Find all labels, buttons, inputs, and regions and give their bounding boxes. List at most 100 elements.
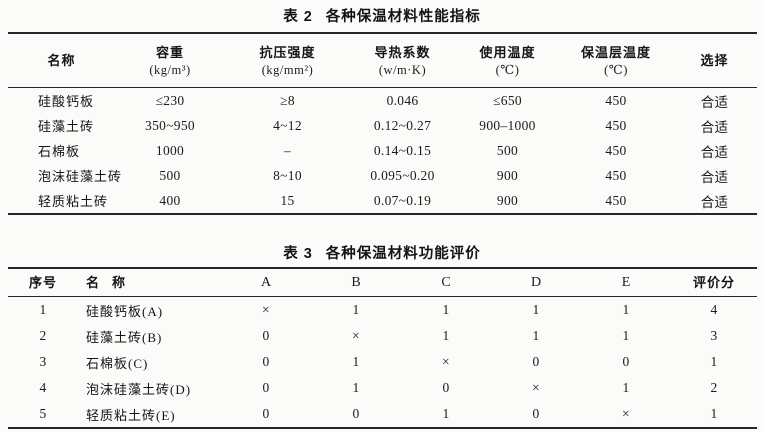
table-cell: × bbox=[442, 354, 450, 369]
table-cell: 350~950 bbox=[145, 117, 195, 133]
table3-col-d: D bbox=[491, 268, 581, 297]
table-cell: × bbox=[532, 380, 540, 395]
table-cell: 轻质粘土砖(E) bbox=[86, 407, 176, 423]
col-label: C bbox=[441, 274, 451, 290]
table2-title-label: 表 2 bbox=[283, 9, 313, 25]
col-label: B bbox=[351, 274, 361, 290]
table3-col-b: B bbox=[311, 268, 401, 297]
table-cell: ≥8 bbox=[280, 92, 295, 108]
table-cell: 400 bbox=[159, 192, 181, 208]
table-cell: 合适 bbox=[700, 144, 729, 160]
col-unit: (℃) bbox=[495, 62, 520, 77]
table2-body: 硅酸钙板 ≤230 ≥8 0.046 ≤650 450 合适 硅藻土砖 350~… bbox=[8, 88, 757, 215]
table-cell: 8~10 bbox=[273, 167, 302, 183]
table-cell: 900–1000 bbox=[479, 117, 536, 133]
table-cell: 轻质粘土砖 bbox=[38, 194, 109, 209]
table-cell: 4~12 bbox=[273, 117, 302, 133]
table-cell: 0.046 bbox=[386, 92, 419, 108]
table-cell: 0 bbox=[442, 380, 450, 395]
table3-title-label: 表 3 bbox=[283, 246, 313, 262]
table-cell: 450 bbox=[605, 117, 627, 133]
col-unit: (kg/mm²) bbox=[261, 62, 314, 77]
table-cell: 石棉板(C) bbox=[86, 355, 149, 371]
table-cell: 1 bbox=[710, 354, 718, 369]
col-unit: (w/m·K) bbox=[378, 62, 427, 77]
table-cell: 合适 bbox=[700, 119, 729, 135]
col-label: 选择 bbox=[700, 53, 729, 68]
table2-header-row: 名称 容重 (kg/m³) 抗压强度 (kg/mm²) 导热系数 (w/m·K) 使用… bbox=[8, 33, 757, 88]
table3-col-a: A bbox=[221, 268, 311, 297]
col-label: 名称 bbox=[47, 53, 76, 68]
table2-row: 硅藻土砖 350~950 4~12 0.12~0.27 900–1000 450… bbox=[8, 113, 757, 138]
table2-row: 轻质粘土砖 400 15 0.07~0.19 900 450 合适 bbox=[8, 188, 757, 214]
col-label: A bbox=[260, 274, 272, 290]
table-cell: 1 bbox=[352, 380, 360, 395]
col-unit: (kg/m³) bbox=[149, 62, 191, 77]
table-cell: 0 bbox=[262, 380, 270, 395]
table3-body: 1 硅酸钙板(A) × 1 1 1 1 4 2 硅藻土砖(B) 0 × 1 1 … bbox=[8, 297, 757, 429]
table3-functional-evaluation: 序号 名 称 A B C D E 评价分 1 硅酸钙板(A) × 1 1 1 1… bbox=[8, 267, 757, 429]
table2-col-density: 容重 (kg/m³) bbox=[115, 33, 225, 88]
table-cell: 0 bbox=[622, 354, 630, 369]
table-cell: 0.12~0.27 bbox=[373, 117, 432, 133]
table2-col-thermal-conductivity: 导热系数 (w/m·K) bbox=[350, 33, 455, 88]
table-cell: 0.14~0.15 bbox=[373, 142, 432, 158]
table-cell: 1 bbox=[442, 406, 450, 421]
table3-row: 3 石棉板(C) 0 1 × 0 0 1 bbox=[8, 349, 757, 375]
table2-title-text: 各种保温材料性能指标 bbox=[325, 9, 481, 25]
table-cell: 1 bbox=[352, 354, 360, 369]
table-cell: 硅藻土砖 bbox=[38, 119, 95, 134]
table3-row: 4 泡沫硅藻土砖(D) 0 1 0 × 1 2 bbox=[8, 375, 757, 401]
table-cell: 4 bbox=[710, 302, 718, 317]
table-cell: – bbox=[283, 142, 292, 158]
table-cell: 500 bbox=[496, 142, 519, 158]
table2-row: 石棉板 1000 – 0.14~0.15 500 450 合适 bbox=[8, 138, 757, 163]
table2-col-selection: 选择 bbox=[672, 33, 757, 88]
col-unit: (℃) bbox=[604, 62, 628, 77]
table-cell: 450 bbox=[605, 192, 627, 208]
table-cell: 450 bbox=[605, 92, 627, 108]
col-label: 导热系数 bbox=[374, 44, 431, 60]
col-label: 保温层温度 bbox=[580, 44, 651, 60]
table-cell: 0.095~0.20 bbox=[370, 167, 435, 183]
table-cell: 0 bbox=[532, 406, 540, 421]
table-cell: 4 bbox=[39, 380, 47, 395]
col-label: 评价分 bbox=[692, 275, 735, 290]
table2-row: 泡沫硅藻土砖 500 8~10 0.095~0.20 900 450 合适 bbox=[8, 163, 757, 188]
table2-col-insulation-layer-temperature: 保温层温度 (℃) bbox=[560, 33, 672, 88]
table3-header: 序号 名 称 A B C D E 评价分 bbox=[8, 268, 757, 297]
table-cell: 3 bbox=[710, 328, 718, 343]
table-cell: 泡沫硅藻土砖 bbox=[38, 169, 123, 184]
table-cell: 0 bbox=[262, 406, 270, 421]
table-cell: 0 bbox=[532, 354, 540, 369]
table3-col-name: 名 称 bbox=[78, 268, 221, 297]
table-cell: 硅酸钙板 bbox=[38, 94, 95, 109]
table-cell: 1 bbox=[532, 328, 540, 343]
table-cell: × bbox=[622, 406, 630, 421]
table-cell: 15 bbox=[280, 192, 295, 208]
table-cell: 2 bbox=[39, 328, 47, 343]
table2-row: 硅酸钙板 ≤230 ≥8 0.046 ≤650 450 合适 bbox=[8, 88, 757, 114]
table3-col-e: E bbox=[581, 268, 671, 297]
table-cell: 900 bbox=[496, 192, 519, 208]
table-cell: ≤230 bbox=[155, 92, 185, 108]
table-cell: 0 bbox=[352, 406, 360, 421]
table3-row: 5 轻质粘土砖(E) 0 0 1 0 × 1 bbox=[8, 401, 757, 428]
table-cell: 900 bbox=[496, 167, 519, 183]
col-label: 序号 bbox=[28, 275, 57, 290]
col-label: E bbox=[621, 274, 631, 290]
table-cell: 0 bbox=[262, 354, 270, 369]
table3-row: 1 硅酸钙板(A) × 1 1 1 1 4 bbox=[8, 297, 757, 324]
table2-performance-indicators: 名称 容重 (kg/m³) 抗压强度 (kg/mm²) 导热系数 (w/m·K) 使用… bbox=[8, 32, 757, 215]
table3-row: 2 硅藻土砖(B) 0 × 1 1 1 3 bbox=[8, 323, 757, 349]
table-cell: 硅藻土砖(B) bbox=[86, 329, 163, 345]
col-label: 容重 bbox=[155, 44, 184, 60]
table2-col-name: 名称 bbox=[8, 33, 115, 88]
table2-header: 名称 容重 (kg/m³) 抗压强度 (kg/mm²) 导热系数 (w/m·K) 使用… bbox=[8, 33, 757, 88]
table-cell: 0 bbox=[262, 328, 270, 343]
table-cell: 合适 bbox=[700, 94, 729, 110]
table-cell: 1 bbox=[622, 302, 630, 317]
table-cell: 1 bbox=[39, 302, 47, 317]
table3-header-row: 序号 名 称 A B C D E 评价分 bbox=[8, 268, 757, 297]
